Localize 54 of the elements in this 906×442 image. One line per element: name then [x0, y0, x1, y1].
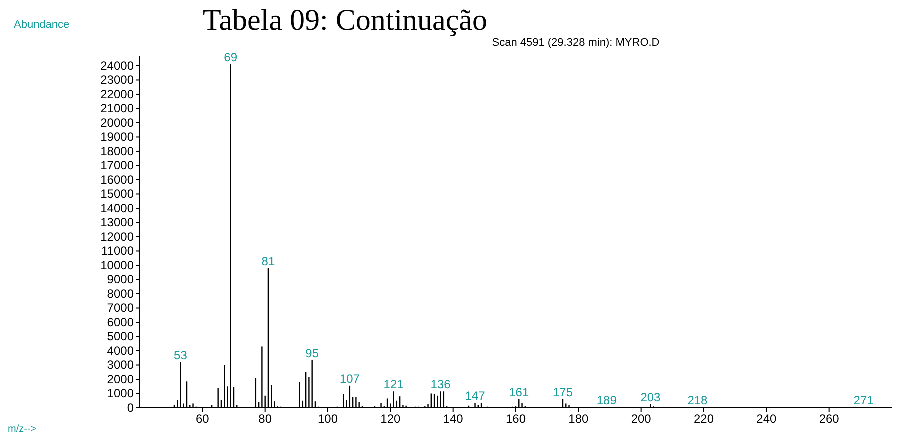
y-tick-label: 16000 [100, 172, 134, 187]
y-tick-label: 6000 [107, 315, 134, 330]
y-tick-label: 1000 [107, 386, 134, 401]
annotation: 136 [430, 378, 452, 392]
y-tick-label: 0 [127, 401, 134, 415]
y-tick-label: 5000 [107, 330, 134, 344]
chart-subtitle: Scan 4591 (29.328 min): MYRO.D [492, 37, 660, 49]
annotation: 203 [640, 390, 662, 404]
annotation: 147 [465, 389, 486, 404]
y-tick-label: 15000 [100, 187, 134, 202]
annotation: 95 [306, 346, 320, 360]
y-tick-label: 21000 [100, 102, 134, 116]
y-tick-label: 24000 [100, 58, 134, 73]
annotation: 161 [509, 385, 530, 400]
text: m/z--> [8, 424, 37, 435]
chart-title: Tabela 09: Continuação [203, 4, 488, 37]
y-tick-label: 3000 [107, 358, 134, 372]
y-axis-title: Abundance [14, 19, 70, 31]
x-tick-label: 120 [380, 412, 401, 426]
annotation: 218 [688, 393, 708, 408]
annotation: 271 [854, 394, 874, 408]
x-tick-label: 140 [443, 412, 464, 426]
y-tick-label: 18000 [100, 144, 134, 158]
y-tick-label: 10000 [100, 258, 134, 272]
y-tick-label: 12000 [100, 230, 134, 244]
y-tick-label: 20000 [100, 116, 134, 130]
y-tick-label: 23000 [100, 73, 134, 88]
annotation: 69 [224, 50, 238, 65]
annotation: 189 [596, 393, 618, 408]
y-tick-label: 7000 [107, 301, 134, 316]
x-tick-label: 220 [694, 412, 714, 426]
x-tick-label: 180 [568, 412, 589, 426]
y-tick-label: 8000 [107, 286, 134, 301]
annotation: 107 [340, 372, 360, 386]
x-tick-label: 260 [819, 412, 840, 426]
x-tick-label: 160 [506, 412, 526, 426]
annotation: 53 [174, 348, 188, 362]
x-tick-label: 80 [258, 412, 272, 426]
y-tick-label: 9000 [107, 272, 134, 287]
x-tick-label: 200 [631, 412, 652, 426]
y-tick-label: 13000 [100, 216, 134, 230]
y-tick-label: 11000 [102, 244, 134, 258]
y-tick-label: 17000 [100, 158, 134, 173]
x-tick-label: 100 [318, 412, 338, 426]
annotation: 121 [384, 378, 404, 392]
y-tick-label: 22000 [100, 87, 134, 102]
annotation: 175 [552, 385, 574, 400]
y-tick-label: 4000 [107, 344, 134, 358]
x-tick-label: 60 [196, 412, 210, 426]
annotation: 81 [262, 254, 276, 268]
y-tick-label: 2000 [107, 372, 134, 386]
y-tick-label: 14000 [100, 201, 134, 216]
y-tick-label: 19000 [100, 130, 134, 144]
x-tick-label: 240 [756, 412, 777, 426]
